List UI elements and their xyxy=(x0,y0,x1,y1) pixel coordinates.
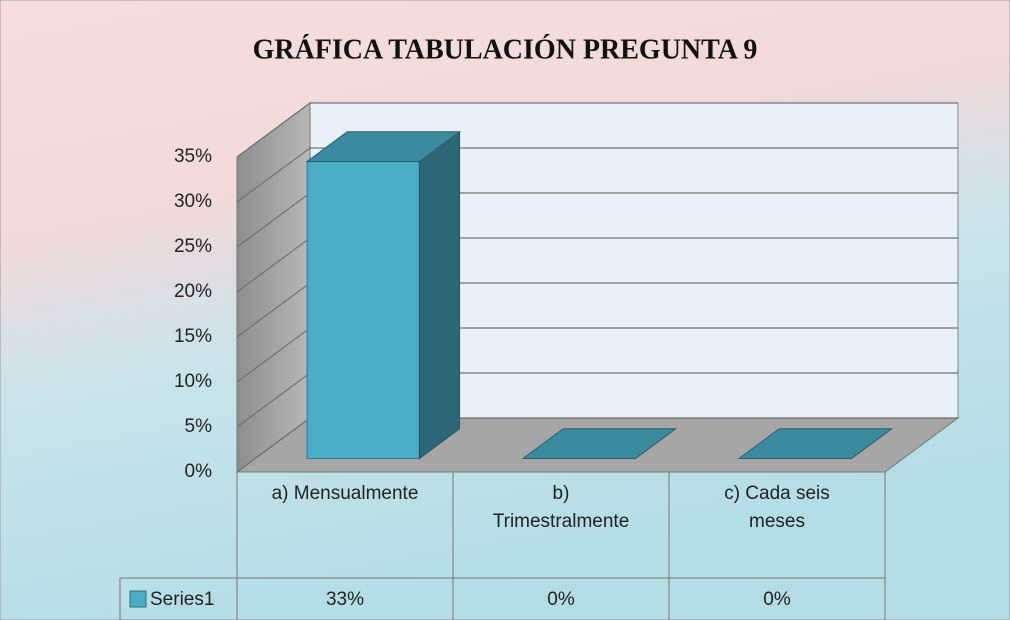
grid-line xyxy=(236,417,311,473)
y-tick-label: 10% xyxy=(174,371,212,392)
grid-line xyxy=(236,237,311,293)
x-tick-label: b) Trimestralmente xyxy=(492,483,630,532)
data-label: 0% xyxy=(763,589,791,610)
y-tick-label: 35% xyxy=(174,146,212,167)
side-wall xyxy=(236,102,311,473)
y-tick-label: 15% xyxy=(174,326,212,347)
grid-line xyxy=(236,102,311,158)
grid-line xyxy=(236,282,311,338)
bar-side xyxy=(418,130,461,460)
grid-line xyxy=(236,147,311,203)
x-tick-label: a) Mensualmente xyxy=(271,483,419,504)
bar-top xyxy=(305,131,462,162)
legend-label: Series1 xyxy=(150,589,214,610)
y-tick-label: 20% xyxy=(174,281,212,302)
category-cell: a) Mensualmente xyxy=(271,483,419,504)
bar-top xyxy=(737,428,894,459)
x-tick-label: c) Cada seis meses xyxy=(724,483,830,532)
data-label: 33% xyxy=(326,589,364,610)
bar-top xyxy=(521,428,678,459)
y-tick-label: 5% xyxy=(185,416,213,437)
y-tick-label: 0% xyxy=(185,461,213,482)
grid-line xyxy=(236,372,311,428)
legend-key xyxy=(129,590,147,608)
bar-front xyxy=(306,161,420,459)
grid-line xyxy=(236,192,311,248)
y-tick-label: 25% xyxy=(174,236,212,257)
data-label: 0% xyxy=(547,589,575,610)
chart-title: GRÁFICA TABULACIÓN PREGUNTA 9 xyxy=(253,34,758,65)
category-cell: b) Trimestralmente xyxy=(492,483,630,532)
y-tick-label: 30% xyxy=(174,191,212,212)
grid-line xyxy=(236,327,311,383)
category-cell: c) Cada seis meses xyxy=(724,483,830,532)
